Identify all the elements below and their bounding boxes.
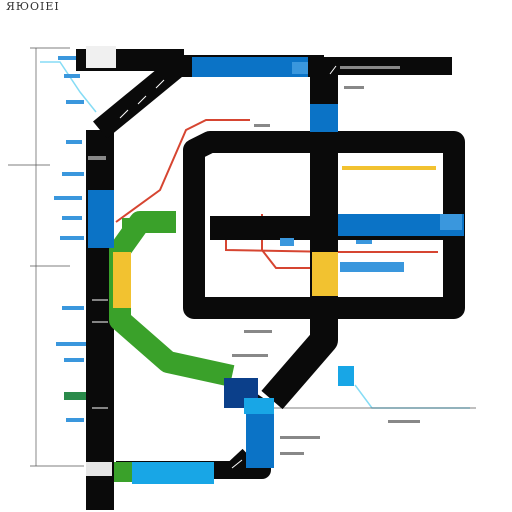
station-tick	[137, 95, 147, 105]
label-mark	[340, 262, 404, 272]
label-mark	[280, 238, 294, 246]
yellow-station-right	[312, 252, 338, 296]
station-tick	[155, 79, 165, 89]
label-mark	[64, 74, 80, 78]
label-mark	[60, 236, 84, 240]
label-mark	[66, 418, 84, 422]
left-guides	[8, 47, 476, 467]
light-blue-square	[338, 366, 354, 386]
label-mark	[356, 240, 372, 244]
blue-station-right-upper	[310, 104, 338, 132]
label-mark	[292, 62, 308, 74]
label-mark	[62, 306, 84, 310]
track-right-vertical	[261, 66, 338, 410]
label-mark	[440, 214, 462, 230]
label-mark	[58, 56, 76, 60]
light-blue-junction	[244, 398, 274, 414]
label-mark	[62, 216, 82, 220]
map-title: ЯЮОІЕІ	[6, 0, 60, 13]
label-marks	[54, 56, 462, 422]
label-mark	[64, 358, 84, 362]
green-line	[109, 211, 235, 482]
gray-label-mark	[388, 420, 420, 423]
blue-station-middle	[338, 214, 464, 236]
gray-label-marks	[86, 46, 420, 476]
station-tick	[231, 459, 243, 469]
label-mark	[122, 218, 158, 228]
gray-label-mark	[86, 462, 112, 476]
gray-label-mark	[280, 436, 320, 439]
station-tick	[119, 109, 129, 119]
yellow-station-left	[113, 252, 131, 308]
label-mark	[54, 196, 82, 200]
station-tick	[329, 65, 337, 75]
light-blue-bottom-bar	[132, 462, 214, 484]
blue-stations	[88, 57, 464, 484]
gray-label-mark	[344, 86, 364, 89]
label-mark	[62, 172, 84, 176]
station-ticks	[92, 65, 337, 469]
blue-station-bottom	[246, 414, 274, 468]
cyan-connector-right	[354, 384, 470, 409]
gray-label-mark	[340, 66, 400, 69]
gray-label-mark	[232, 354, 268, 357]
label-mark	[56, 342, 86, 346]
gray-label-mark	[88, 156, 106, 160]
gray-label-mark	[280, 452, 304, 455]
blue-station-top	[192, 57, 308, 77]
label-mark	[66, 100, 84, 104]
blue-station-left	[88, 190, 114, 248]
gray-label-mark	[86, 46, 116, 68]
red-line-upper	[115, 119, 250, 223]
label-mark	[64, 392, 86, 400]
red-line-lower	[225, 236, 438, 253]
gray-label-mark	[244, 330, 272, 333]
label-mark	[66, 140, 82, 144]
green-bottom-block	[114, 462, 136, 482]
yellow-thin-bar	[342, 166, 436, 170]
gray-label-mark	[254, 124, 270, 127]
yellow-stations	[113, 166, 436, 308]
